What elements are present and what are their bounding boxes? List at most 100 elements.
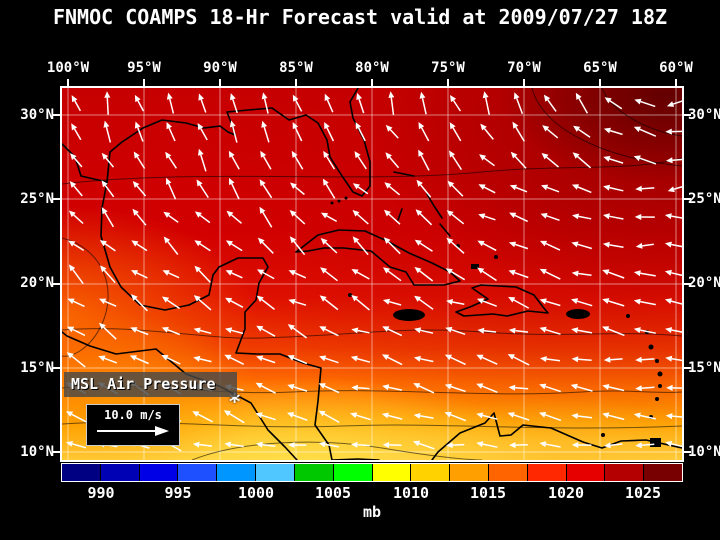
wind-arrow (137, 100, 145, 112)
wind-arrow (671, 443, 682, 448)
wind-arrow-head (99, 322, 106, 330)
wind-arrow-head (476, 412, 484, 419)
wind-arrow (166, 357, 181, 365)
axis-tick (684, 451, 691, 453)
wind-arrow (263, 126, 270, 143)
wind-arrow (671, 243, 682, 248)
wind-arrow (292, 327, 308, 339)
wind-arrow (387, 270, 402, 282)
wind-arrow-head (665, 355, 673, 362)
wind-arrow-head (351, 384, 358, 391)
wind-arrow-head (101, 152, 109, 160)
wind-arrow (388, 386, 402, 391)
wind-arrow (672, 158, 682, 162)
wind-arrow-head (635, 242, 643, 249)
wind-arrow (74, 100, 82, 112)
wind-arrow (261, 299, 275, 310)
wind-arrow (451, 155, 463, 171)
wind-arrow-head (508, 384, 516, 391)
wind-arrow (199, 184, 209, 199)
wind-arrow (642, 243, 654, 247)
axis-tick (143, 79, 145, 86)
wind-arrow (326, 215, 338, 223)
colorbar-tick-1000: 1000 (237, 484, 275, 502)
wind-arrow (609, 244, 624, 248)
wind-arrow (294, 156, 304, 170)
axis-tick (53, 198, 60, 200)
wind-arrow-head (196, 179, 203, 187)
wind-arrow-head (103, 120, 110, 128)
wind-arrow (482, 242, 497, 252)
wind-arrow (451, 328, 466, 336)
wind-arrow-head (226, 210, 234, 218)
wind-arrow-head (602, 412, 610, 419)
wind-arrow-head (445, 326, 453, 333)
wind-arrow (578, 98, 589, 114)
wind-arrow-head (388, 91, 395, 98)
wind-arrow (450, 385, 466, 393)
wind-arrow-head (540, 240, 548, 247)
axis-tick (371, 79, 373, 86)
wind-arrow (641, 187, 655, 190)
wind-arrow (324, 298, 339, 311)
wind-arrow (641, 386, 655, 389)
wind-arrow-head (261, 120, 268, 128)
wind-arrow-head (229, 120, 236, 128)
wind-arrow-head (68, 264, 76, 272)
wind-arrow-head (603, 127, 611, 134)
wind-arrow-head (602, 298, 610, 304)
colorbar-cell (644, 464, 682, 481)
wind-arrow-head (602, 241, 610, 248)
lon-label-95w: 95°W (127, 60, 161, 76)
wind-arrow-head (509, 212, 517, 219)
wind-arrow-head (165, 151, 172, 159)
wind-arrow-head (572, 213, 579, 220)
wind-arrow-head (256, 325, 264, 332)
wind-arrow (450, 414, 467, 422)
wind-arrow-head (223, 410, 231, 417)
wind-arrow (545, 242, 561, 251)
wind-arrow (104, 300, 117, 307)
wind-arrow (262, 357, 276, 364)
wind-arrow-head (571, 241, 579, 248)
lat-label-right-30n: 30°N (688, 107, 720, 123)
wind-arrow-head (415, 209, 423, 216)
axis-tick (53, 283, 60, 285)
wind-arrow-head (381, 354, 390, 360)
wind-arrow-head (480, 123, 487, 131)
wind-arrow (484, 215, 496, 221)
wind-arrow (261, 328, 276, 337)
wind-arrow-head (287, 324, 295, 331)
wind-arrow-head (572, 152, 580, 159)
lon-label-80w: 80°W (355, 60, 389, 76)
wind-arrow (640, 329, 656, 334)
wind-arrow (483, 128, 494, 140)
wind-arrow-head (131, 270, 139, 276)
wind-arrow-head (602, 326, 610, 332)
wind-arrow-head (255, 382, 263, 389)
wind-arrow (420, 127, 430, 142)
wind-arrow (388, 300, 402, 306)
wind-arrow-head (162, 270, 170, 276)
isobar-contour (62, 157, 682, 185)
island-guadeloupe (648, 344, 654, 350)
colorbar-cell (372, 464, 412, 481)
axis-tick (53, 114, 60, 116)
wind-arrow (357, 387, 370, 390)
wind-arrow (324, 270, 338, 282)
wind-arrow-head (256, 355, 264, 362)
wind-arrow-head (193, 355, 201, 362)
coastline-bahamas-long-island (439, 223, 451, 237)
wind-arrow (640, 272, 656, 277)
wind-arrow-head (476, 298, 484, 304)
wind-arrow-head (320, 238, 328, 245)
island-margarita (601, 433, 605, 437)
lon-label-60w: 60°W (659, 60, 693, 76)
wind-arrow-head (166, 177, 172, 185)
wind-arrow (167, 329, 181, 336)
axis-tick (684, 283, 691, 285)
wind-arrow-head (447, 180, 455, 188)
wind-arrow-head (67, 326, 75, 333)
wind-arrow-head (166, 122, 172, 130)
